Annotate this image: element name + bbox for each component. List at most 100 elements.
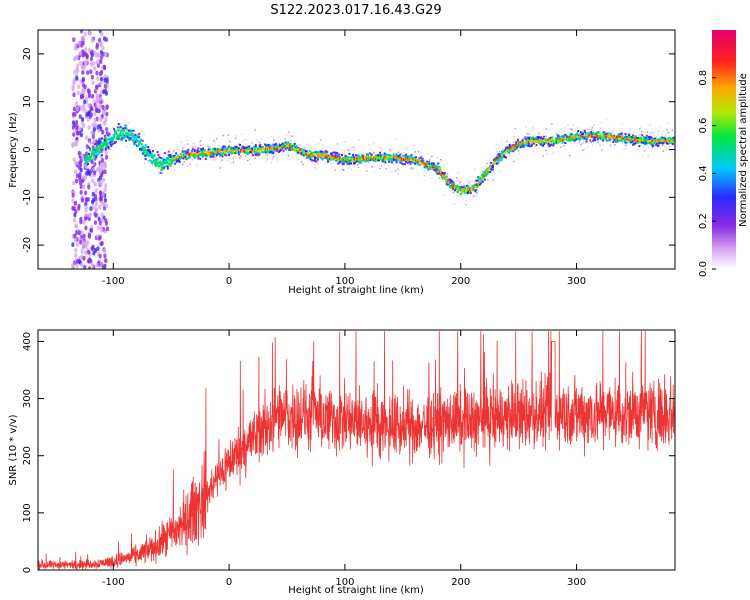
- spectral-point: [296, 150, 299, 153]
- spectral-point: [431, 167, 434, 170]
- y-tick-label: 10: [22, 95, 33, 108]
- spectral-point: [427, 168, 430, 170]
- halo-point: [101, 149, 103, 151]
- spectral-point: [467, 189, 469, 192]
- halo-point: [577, 127, 579, 129]
- halo-point: [555, 133, 558, 135]
- spectral-point: [395, 161, 398, 164]
- spectral-point: [660, 139, 663, 142]
- spectral-point: [524, 141, 527, 144]
- spectral-point: [404, 163, 406, 166]
- spectral-point: [607, 139, 610, 142]
- halo-point: [582, 149, 584, 151]
- colorbar-tick-label: 0.0: [698, 261, 709, 277]
- halo-point: [213, 156, 215, 158]
- halo-point: [585, 142, 587, 145]
- spectral-point: [101, 147, 104, 150]
- spectral-point: [205, 155, 208, 158]
- halo-point: [667, 122, 670, 124]
- halo-point: [397, 164, 400, 167]
- noise-point: [89, 56, 93, 62]
- spectral-point: [487, 169, 490, 172]
- spectral-point: [208, 153, 211, 156]
- noise-point: [81, 70, 85, 75]
- spectral-point: [343, 158, 346, 161]
- noise-point: [73, 69, 77, 75]
- x-tick-label: 300: [567, 276, 586, 287]
- spectral-point: [644, 143, 646, 146]
- spectral-point: [576, 133, 579, 136]
- halo-point: [218, 145, 221, 147]
- spectral-point: [230, 149, 233, 152]
- halo-point: [435, 163, 438, 165]
- halo-point: [291, 143, 293, 145]
- halo-point: [523, 137, 526, 140]
- noise-point: [75, 54, 79, 60]
- halo-point: [404, 147, 406, 149]
- spectral-point: [414, 162, 417, 165]
- halo-point: [229, 140, 231, 142]
- spectral-point: [319, 150, 322, 153]
- spectral-point: [602, 137, 605, 140]
- halo-point: [106, 136, 109, 139]
- noise-point: [104, 221, 109, 226]
- spectral-point: [251, 147, 254, 150]
- halo-point: [300, 161, 303, 163]
- noise-point: [83, 84, 87, 90]
- spectral-point: [139, 138, 142, 141]
- halo-point: [639, 127, 642, 129]
- halo-point: [352, 146, 355, 148]
- spectral-point: [238, 147, 241, 150]
- spectral-point: [453, 182, 456, 185]
- spectral-point: [664, 137, 667, 140]
- halo-point: [475, 195, 477, 197]
- halo-point: [391, 170, 393, 172]
- spectral-point: [521, 139, 524, 142]
- halo-point: [613, 133, 616, 136]
- halo-point: [630, 133, 632, 135]
- halo-point: [496, 151, 498, 153]
- spectral-point: [196, 149, 199, 152]
- spectral-point: [253, 147, 256, 150]
- halo-point: [437, 175, 439, 177]
- spectral-point: [148, 148, 151, 151]
- spectral-point: [335, 156, 338, 159]
- noise-point: [93, 111, 97, 117]
- noise-point: [73, 201, 77, 206]
- noise-point: [103, 187, 107, 193]
- spectral-point: [101, 154, 103, 157]
- y-tick-label: 0: [22, 146, 33, 152]
- spectral-point: [634, 135, 637, 138]
- spectral-point: [496, 154, 499, 157]
- spectral-point: [593, 133, 595, 136]
- noise-point: [92, 197, 96, 203]
- noise-point: [72, 77, 76, 83]
- halo-point: [662, 144, 664, 147]
- spectral-point: [209, 149, 212, 152]
- halo-point: [380, 147, 382, 150]
- noise-point: [90, 93, 95, 99]
- noise-point: [103, 162, 107, 167]
- spectral-point: [124, 136, 127, 139]
- spectral-point: [408, 161, 411, 163]
- halo-point: [197, 158, 199, 160]
- halo-point: [176, 147, 178, 149]
- spectral-point: [258, 153, 261, 156]
- spectral-point: [588, 135, 591, 138]
- spectral-point: [104, 147, 107, 150]
- spectral-point: [465, 188, 468, 191]
- y-tick-label: 0: [22, 567, 33, 573]
- noise-point: [99, 80, 103, 86]
- spectral-point: [417, 160, 419, 163]
- halo-point: [317, 162, 319, 165]
- spectral-point: [417, 157, 420, 160]
- spectral-point: [535, 139, 538, 142]
- spectral-point: [492, 168, 494, 171]
- halo-point: [186, 139, 188, 142]
- halo-point: [523, 146, 526, 148]
- halo-point: [182, 163, 184, 166]
- noise-point: [100, 32, 104, 37]
- halo-point: [182, 147, 184, 149]
- spectral-point: [167, 154, 170, 157]
- halo-point: [113, 125, 116, 127]
